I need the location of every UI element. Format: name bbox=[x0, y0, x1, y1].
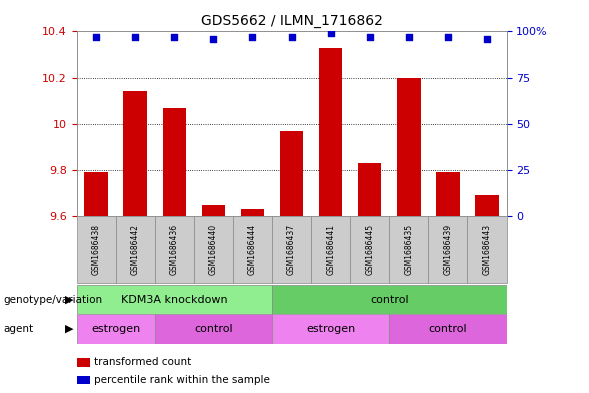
Text: control: control bbox=[370, 295, 409, 305]
Bar bbox=[201, 205, 225, 216]
Bar bbox=[350, 216, 389, 283]
Bar bbox=[389, 216, 428, 283]
Text: GSM1686442: GSM1686442 bbox=[131, 224, 140, 275]
Bar bbox=[194, 216, 233, 283]
Bar bbox=[155, 314, 272, 344]
Point bbox=[131, 34, 140, 40]
Bar bbox=[280, 131, 303, 216]
Point bbox=[443, 34, 452, 40]
Bar bbox=[319, 48, 342, 216]
Text: estrogen: estrogen bbox=[91, 324, 140, 334]
Text: GSM1686438: GSM1686438 bbox=[92, 224, 101, 275]
Text: genotype/variation: genotype/variation bbox=[3, 295, 102, 305]
Bar bbox=[77, 314, 155, 344]
Text: GSM1686444: GSM1686444 bbox=[248, 224, 257, 275]
Bar bbox=[311, 216, 350, 283]
Bar bbox=[389, 314, 507, 344]
Text: control: control bbox=[194, 324, 233, 334]
Point bbox=[326, 30, 335, 37]
Text: GSM1686439: GSM1686439 bbox=[444, 224, 452, 275]
Bar bbox=[115, 216, 155, 283]
Bar bbox=[124, 92, 147, 216]
Point bbox=[482, 36, 492, 42]
Bar bbox=[397, 78, 421, 216]
Text: ▶: ▶ bbox=[65, 295, 74, 305]
Bar bbox=[272, 314, 389, 344]
Text: KDM3A knockdown: KDM3A knockdown bbox=[121, 295, 227, 305]
Text: GSM1686443: GSM1686443 bbox=[482, 224, 491, 275]
Point bbox=[170, 34, 179, 40]
Text: ▶: ▶ bbox=[65, 324, 74, 334]
Text: GSM1686437: GSM1686437 bbox=[287, 224, 296, 275]
Bar bbox=[241, 209, 264, 216]
Bar bbox=[77, 285, 272, 314]
Text: GSM1686436: GSM1686436 bbox=[170, 224, 179, 275]
Bar bbox=[77, 216, 115, 283]
Text: GSM1686441: GSM1686441 bbox=[326, 224, 335, 275]
Point bbox=[209, 36, 218, 42]
Bar bbox=[436, 172, 459, 216]
Text: estrogen: estrogen bbox=[306, 324, 355, 334]
Point bbox=[248, 34, 257, 40]
Bar bbox=[468, 216, 507, 283]
Bar bbox=[358, 163, 382, 216]
Text: control: control bbox=[429, 324, 467, 334]
Bar bbox=[475, 195, 499, 216]
Point bbox=[91, 34, 101, 40]
Bar bbox=[84, 172, 108, 216]
Text: agent: agent bbox=[3, 324, 33, 334]
Point bbox=[287, 34, 296, 40]
Text: GSM1686445: GSM1686445 bbox=[365, 224, 374, 275]
Bar bbox=[163, 108, 186, 216]
Bar bbox=[272, 285, 507, 314]
Bar bbox=[272, 216, 311, 283]
Text: transformed count: transformed count bbox=[94, 357, 191, 367]
Text: GSM1686440: GSM1686440 bbox=[209, 224, 218, 275]
Bar bbox=[428, 216, 468, 283]
Bar bbox=[233, 216, 272, 283]
Bar bbox=[155, 216, 194, 283]
Text: percentile rank within the sample: percentile rank within the sample bbox=[94, 375, 270, 385]
Point bbox=[404, 34, 413, 40]
Point bbox=[365, 34, 375, 40]
Title: GDS5662 / ILMN_1716862: GDS5662 / ILMN_1716862 bbox=[201, 14, 382, 28]
Text: GSM1686435: GSM1686435 bbox=[404, 224, 413, 275]
